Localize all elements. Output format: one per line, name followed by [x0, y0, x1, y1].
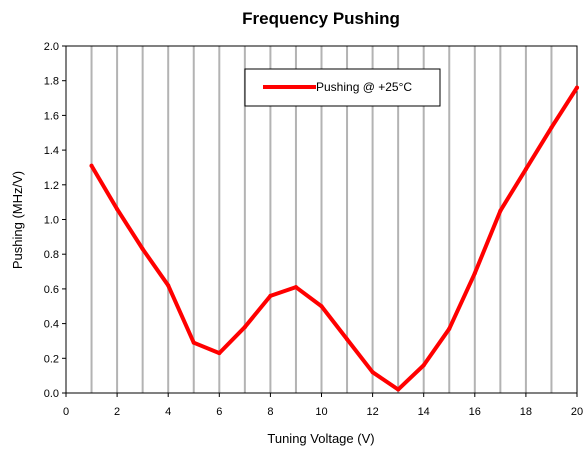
- y-tick-label: 1.4: [44, 145, 59, 157]
- series-layer: [89, 85, 579, 392]
- data-point: [191, 340, 196, 345]
- chart-title: Frequency Pushing: [242, 9, 400, 28]
- data-point: [575, 85, 579, 90]
- data-point: [447, 326, 452, 331]
- x-tick-label: 0: [63, 406, 69, 418]
- data-point: [115, 207, 120, 212]
- x-tick-label: 10: [315, 406, 327, 418]
- y-tick-label: 0.2: [44, 353, 59, 365]
- legend: Pushing @ +25°C: [244, 68, 441, 107]
- y-tick-label: 1.6: [44, 110, 59, 122]
- x-tick-label: 6: [216, 406, 222, 418]
- data-point: [523, 167, 528, 172]
- data-point: [472, 271, 477, 276]
- data-point: [421, 363, 426, 368]
- data-point: [370, 370, 375, 375]
- y-tick-label: 0.4: [44, 319, 59, 331]
- tick-layer: 0 2 4 6 8 10 12 14 16 18 20 0.0 0.2 0.4 0.6 0.8 1.0 1.2 1.…: [44, 41, 583, 418]
- data-point: [268, 293, 273, 298]
- y-tick-label: 1.8: [44, 76, 59, 88]
- y-tick-label: 0.6: [44, 284, 59, 296]
- x-tick-label: 18: [520, 406, 532, 418]
- x-axis-label: Tuning Voltage (V): [267, 431, 374, 446]
- data-point: [319, 304, 324, 309]
- data-point: [89, 163, 94, 168]
- data-point: [166, 283, 171, 288]
- data-point: [293, 285, 298, 290]
- x-tick-label: 20: [571, 406, 583, 418]
- data-point: [242, 325, 247, 330]
- x-tick-label: 12: [366, 406, 378, 418]
- x-tick-label: 16: [469, 406, 481, 418]
- y-tick-label: 0.0: [44, 388, 59, 400]
- x-tick-label: 8: [267, 406, 273, 418]
- data-point: [549, 125, 554, 130]
- y-axis-label: Pushing (MHz/V): [10, 171, 25, 269]
- x-tick-label: 2: [114, 406, 120, 418]
- data-point: [345, 337, 350, 342]
- x-tick-label: 14: [418, 406, 430, 418]
- data-point: [498, 208, 503, 213]
- y-tick-label: 1.2: [44, 180, 59, 192]
- series-line-0: [89, 85, 579, 392]
- y-tick-label: 2.0: [44, 41, 59, 53]
- y-tick-label: 1.0: [44, 215, 59, 227]
- data-point: [140, 246, 145, 251]
- x-tick-label: 4: [165, 406, 171, 418]
- legend-label: Pushing @ +25°C: [316, 80, 412, 94]
- y-tick-label: 0.8: [44, 249, 59, 261]
- data-point: [217, 351, 222, 356]
- data-point: [396, 387, 401, 392]
